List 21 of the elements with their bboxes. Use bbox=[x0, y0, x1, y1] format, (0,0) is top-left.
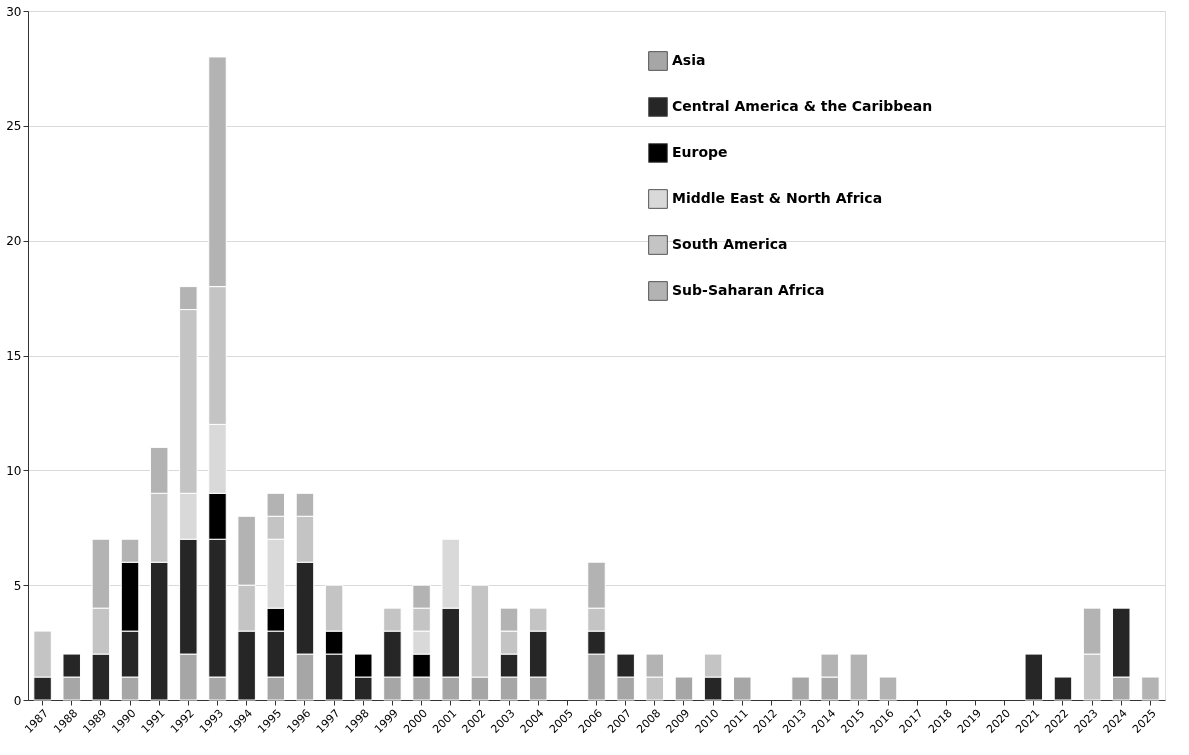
bar bbox=[791, 676, 810, 701]
y-tick-label: 20 bbox=[6, 234, 22, 249]
legend-label: Central America & the Caribbean bbox=[672, 98, 933, 114]
y-tick-label: 5 bbox=[13, 578, 22, 593]
legend-label: South America bbox=[672, 236, 788, 252]
legend-label: Europe bbox=[672, 144, 728, 160]
legend-label: Middle East & North Africa bbox=[672, 190, 883, 206]
bar bbox=[878, 676, 898, 701]
bar bbox=[733, 676, 752, 701]
y-tick-label: 30 bbox=[6, 4, 22, 19]
legend-label: Asia bbox=[672, 52, 706, 68]
bar bbox=[674, 676, 694, 701]
bar bbox=[1141, 676, 1160, 701]
legend-label: Sub-Saharan Africa bbox=[672, 282, 825, 298]
bar bbox=[1053, 676, 1073, 701]
y-tick-label: 15 bbox=[6, 349, 22, 363]
bar bbox=[849, 653, 869, 701]
y-tick-label: 10 bbox=[6, 463, 22, 478]
y-tick-label: 25 bbox=[6, 119, 22, 134]
y-tick-label: 0 bbox=[13, 693, 22, 708]
bar bbox=[1024, 653, 1044, 701]
